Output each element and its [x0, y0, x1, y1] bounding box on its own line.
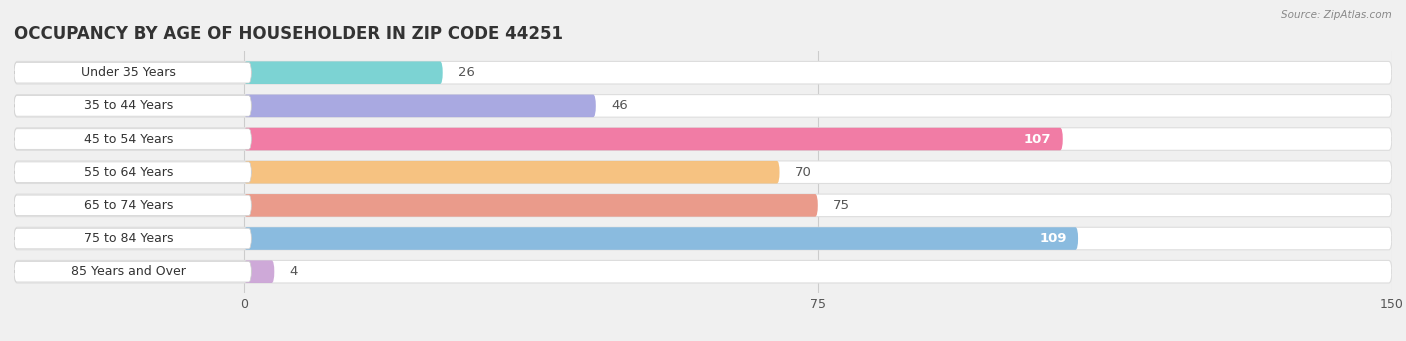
- Text: 70: 70: [794, 166, 811, 179]
- FancyBboxPatch shape: [14, 161, 1392, 183]
- FancyBboxPatch shape: [14, 228, 252, 249]
- FancyBboxPatch shape: [243, 261, 274, 283]
- Text: Source: ZipAtlas.com: Source: ZipAtlas.com: [1281, 10, 1392, 20]
- FancyBboxPatch shape: [14, 227, 1392, 250]
- FancyBboxPatch shape: [243, 161, 779, 183]
- Text: 85 Years and Over: 85 Years and Over: [72, 265, 187, 278]
- FancyBboxPatch shape: [243, 227, 1078, 250]
- FancyBboxPatch shape: [243, 94, 596, 117]
- Text: 65 to 74 Years: 65 to 74 Years: [84, 199, 173, 212]
- FancyBboxPatch shape: [14, 262, 252, 282]
- Text: 45 to 54 Years: 45 to 54 Years: [84, 133, 173, 146]
- Text: OCCUPANCY BY AGE OF HOUSEHOLDER IN ZIP CODE 44251: OCCUPANCY BY AGE OF HOUSEHOLDER IN ZIP C…: [14, 25, 562, 43]
- FancyBboxPatch shape: [14, 162, 252, 182]
- FancyBboxPatch shape: [14, 129, 252, 149]
- Text: 109: 109: [1039, 232, 1067, 245]
- FancyBboxPatch shape: [14, 261, 1392, 283]
- Text: 35 to 44 Years: 35 to 44 Years: [84, 99, 173, 113]
- Text: 26: 26: [458, 66, 475, 79]
- Text: Under 35 Years: Under 35 Years: [82, 66, 176, 79]
- Text: 46: 46: [612, 99, 628, 113]
- FancyBboxPatch shape: [14, 94, 1392, 117]
- Text: 4: 4: [290, 265, 298, 278]
- Text: 75 to 84 Years: 75 to 84 Years: [84, 232, 173, 245]
- FancyBboxPatch shape: [243, 128, 1063, 150]
- FancyBboxPatch shape: [14, 194, 1392, 217]
- Text: 55 to 64 Years: 55 to 64 Years: [84, 166, 173, 179]
- FancyBboxPatch shape: [14, 128, 1392, 150]
- FancyBboxPatch shape: [14, 95, 252, 116]
- FancyBboxPatch shape: [14, 195, 252, 216]
- Text: 75: 75: [834, 199, 851, 212]
- FancyBboxPatch shape: [243, 61, 443, 84]
- FancyBboxPatch shape: [243, 194, 818, 217]
- FancyBboxPatch shape: [14, 62, 252, 83]
- Text: 107: 107: [1024, 133, 1052, 146]
- FancyBboxPatch shape: [14, 61, 1392, 84]
